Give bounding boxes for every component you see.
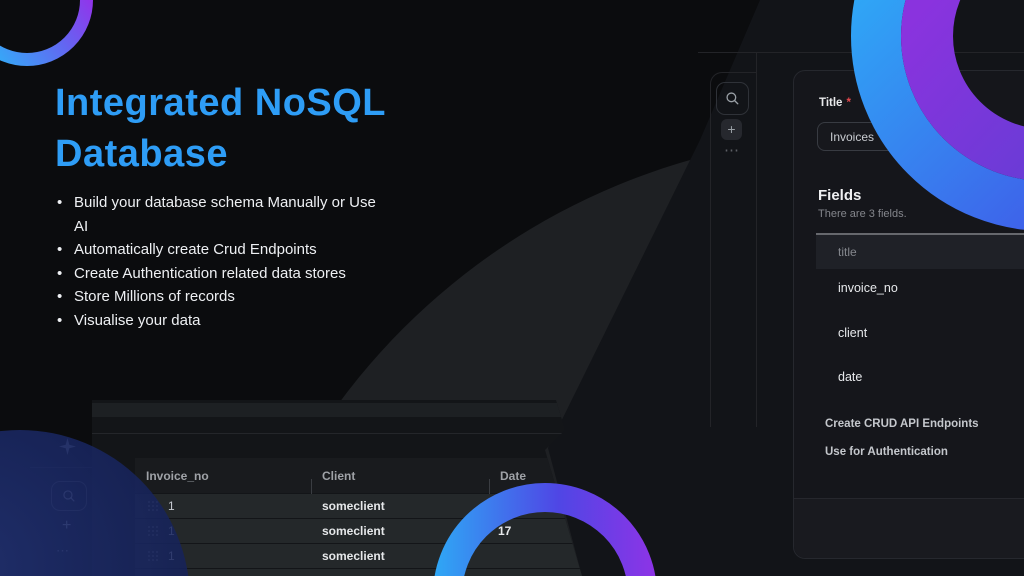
bullet-icon: • bbox=[57, 264, 63, 282]
schema-panel: Title* Fields There are 3 fields. title … bbox=[793, 70, 1024, 559]
table-row[interactable]: 1 someclient 17 bbox=[135, 519, 582, 543]
panel-footer bbox=[794, 499, 1024, 558]
feature-list: • Build your database schema Manually or … bbox=[57, 191, 389, 332]
column-header-date: Date bbox=[489, 469, 582, 494]
backdrop-divider-horizontal bbox=[698, 52, 1024, 53]
mini-add-button[interactable]: + bbox=[62, 517, 72, 534]
table-row[interactable]: 1 someclient bbox=[135, 544, 582, 568]
fields-count-text: There are 3 fields. bbox=[818, 208, 907, 220]
feature-item: • Create Authentication related data stor… bbox=[57, 262, 389, 286]
required-asterisk: * bbox=[846, 97, 851, 109]
backdrop-divider-vertical bbox=[756, 53, 757, 427]
bullet-icon: • bbox=[57, 288, 63, 305]
bullet-icon: • bbox=[57, 194, 63, 211]
data-table: Invoice_no Client Date 1 someclient 1 so… bbox=[135, 458, 582, 576]
table-row[interactable]: 1 someclient bbox=[135, 569, 582, 576]
page-title-line2: Database bbox=[55, 133, 228, 175]
table-top-divider bbox=[92, 433, 582, 434]
drag-handle-icon[interactable] bbox=[148, 551, 150, 553]
feature-item: • Automatically create Crud Endpoints bbox=[57, 238, 389, 262]
backdrop-panel-corner bbox=[710, 72, 757, 427]
title-field-label: Title * bbox=[819, 97, 851, 109]
title-input[interactable] bbox=[817, 122, 942, 151]
mini-sidebar-divider bbox=[30, 467, 93, 468]
column-header-invoice-no: Invoice_no bbox=[146, 468, 209, 483]
drag-handle-icon[interactable] bbox=[148, 501, 150, 503]
feature-item: • Store Millions of records bbox=[57, 285, 389, 309]
page-title-line1: Integrated NoSQL bbox=[55, 82, 387, 124]
page-title: Integrated NoSQL Database bbox=[55, 78, 386, 180]
top-left-ring-decoration bbox=[0, 0, 93, 66]
table-row[interactable]: 1 someclient bbox=[135, 494, 582, 518]
bullet-icon: • bbox=[57, 311, 63, 329]
mini-more-button[interactable]: ⋯ bbox=[56, 543, 69, 558]
option-use-for-authentication[interactable]: Use for Authentication bbox=[825, 446, 948, 458]
table-header-row: Invoice_no Client Date bbox=[135, 458, 582, 494]
field-item-title[interactable]: title bbox=[816, 235, 1024, 269]
table-top-strip bbox=[92, 403, 582, 417]
mini-search-button[interactable] bbox=[51, 481, 87, 511]
field-item-client[interactable]: client bbox=[838, 326, 868, 340]
option-create-crud-endpoints[interactable]: Create CRUD API Endpoints bbox=[825, 418, 979, 430]
fields-heading: Fields bbox=[818, 187, 862, 204]
bullet-icon: • bbox=[57, 241, 63, 258]
search-icon bbox=[63, 490, 75, 502]
drag-handle-icon[interactable] bbox=[148, 526, 150, 528]
feature-item: • Visualise your data bbox=[57, 309, 389, 333]
field-item-date[interactable]: date bbox=[838, 370, 863, 384]
feature-item: • Build your database schema Manually or … bbox=[57, 191, 389, 238]
field-item-invoice-no[interactable]: invoice_no bbox=[838, 281, 898, 295]
table-screenshot: Invoice_no Client Date 1 someclient 1 so… bbox=[92, 400, 582, 576]
column-header-client: Client bbox=[311, 469, 489, 494]
sparkle-icon[interactable] bbox=[59, 438, 76, 455]
